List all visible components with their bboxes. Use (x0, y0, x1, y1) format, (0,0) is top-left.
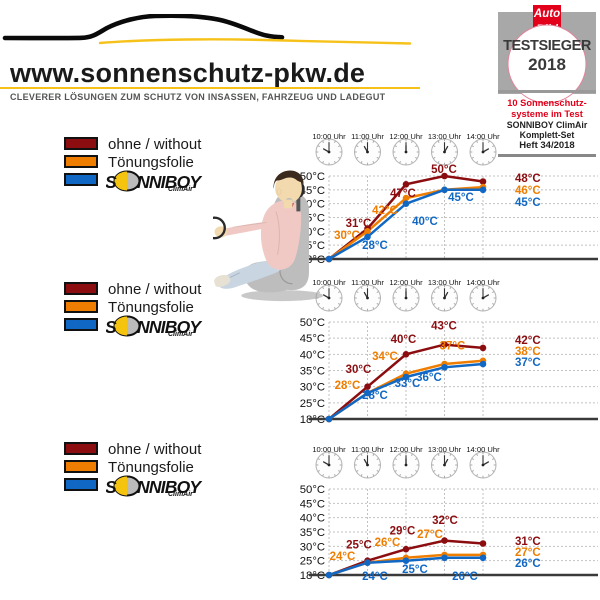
svg-text:43°C: 43°C (431, 321, 457, 333)
svg-text:28°C: 28°C (362, 240, 388, 252)
svg-text:45°C: 45°C (300, 498, 325, 510)
svg-text:30°C: 30°C (300, 541, 325, 553)
svg-text:25°C: 25°C (346, 540, 372, 552)
svg-text:47°C: 47°C (390, 188, 416, 200)
svg-text:37°C: 37°C (515, 357, 541, 369)
svg-text:32°C: 32°C (432, 515, 458, 527)
svg-text:14:00 Uhr: 14:00 Uhr (466, 278, 500, 287)
svg-text:11:00 Uhr: 11:00 Uhr (351, 445, 384, 454)
svg-text:46°C: 46°C (515, 185, 541, 197)
svg-text:30°C: 30°C (346, 364, 372, 376)
svg-text:35°C: 35°C (300, 527, 325, 539)
svg-text:26°C: 26°C (452, 571, 478, 583)
svg-text:45°C: 45°C (515, 197, 541, 209)
svg-text:12:00 Uhr: 12:00 Uhr (389, 132, 423, 141)
svg-text:14:00 Uhr: 14:00 Uhr (466, 132, 500, 141)
svg-text:24°C: 24°C (362, 571, 388, 583)
svg-text:50°C: 50°C (431, 164, 457, 176)
svg-text:14:00 Uhr: 14:00 Uhr (466, 445, 500, 454)
svg-text:25°C: 25°C (402, 564, 428, 576)
svg-text:34°C: 34°C (372, 351, 398, 363)
svg-text:12:00 Uhr: 12:00 Uhr (389, 278, 423, 287)
svg-text:13:00 Uhr: 13:00 Uhr (428, 132, 462, 141)
svg-text:11:00 Uhr: 11:00 Uhr (351, 132, 384, 141)
svg-text:26°C: 26°C (375, 537, 401, 549)
svg-text:48°C: 48°C (515, 173, 541, 185)
svg-text:26°C: 26°C (515, 558, 541, 570)
svg-text:13:00 Uhr: 13:00 Uhr (428, 445, 462, 454)
svg-text:50°C: 50°C (300, 484, 325, 496)
svg-text:29°C: 29°C (390, 526, 416, 538)
svg-text:31°C: 31°C (346, 218, 372, 230)
svg-text:11:00 Uhr: 11:00 Uhr (351, 278, 384, 287)
svg-text:30°C: 30°C (334, 230, 360, 242)
svg-text:28°C: 28°C (362, 390, 388, 402)
svg-text:36°C: 36°C (416, 372, 442, 384)
svg-text:40°C: 40°C (300, 513, 325, 525)
svg-text:40°C: 40°C (391, 334, 417, 346)
svg-text:13:00 Uhr: 13:00 Uhr (428, 278, 462, 287)
svg-text:50°C: 50°C (300, 317, 325, 329)
svg-text:45°C: 45°C (448, 192, 474, 204)
svg-text:40°C: 40°C (412, 216, 438, 228)
svg-text:12:00 Uhr: 12:00 Uhr (389, 445, 423, 454)
svg-text:27°C: 27°C (417, 529, 443, 541)
svg-text:10:00 Uhr: 10:00 Uhr (312, 132, 346, 141)
svg-text:42°C: 42°C (372, 205, 398, 217)
svg-text:25°C: 25°C (300, 556, 325, 568)
svg-text:37°C: 37°C (440, 341, 466, 353)
svg-text:24°C: 24°C (330, 551, 356, 563)
